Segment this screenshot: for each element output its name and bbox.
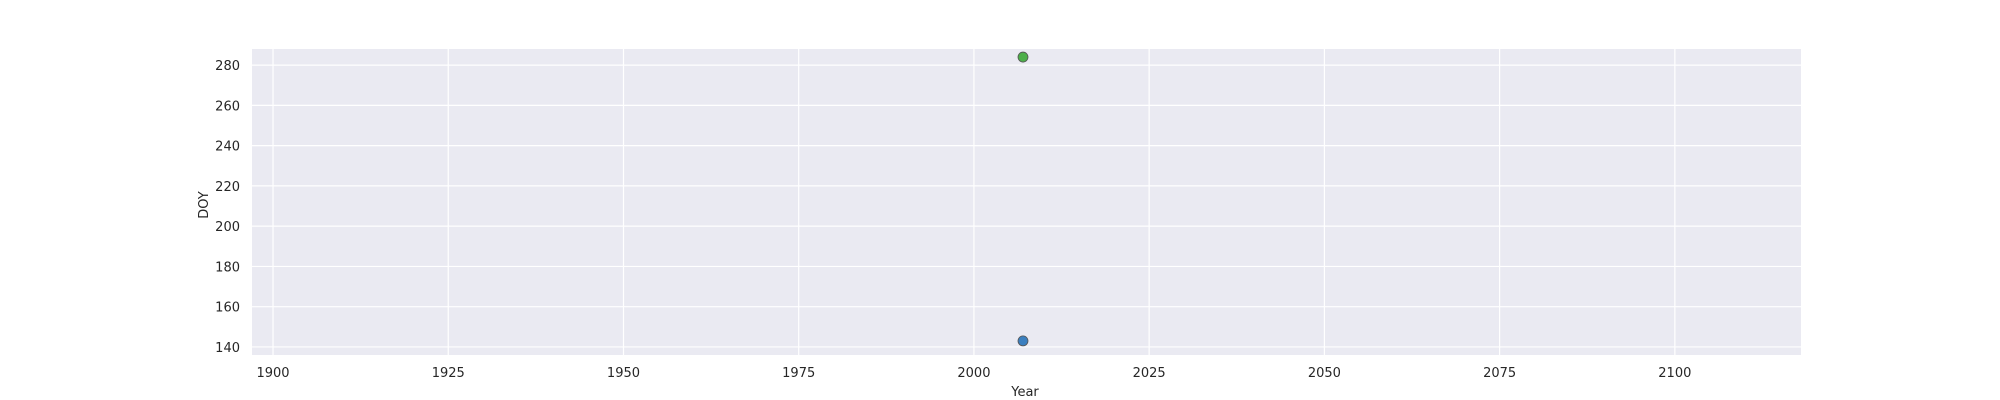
y-tick-label-7: 280 — [215, 59, 240, 74]
y-tick-label-0: 140 — [215, 341, 240, 356]
y-tick-labels: 140 160 180 200 220 240 260 280 — [215, 59, 240, 356]
y-axis-label: DOY — [197, 191, 212, 219]
x-tick-label-2: 1950 — [607, 366, 640, 381]
data-point-0-0 — [1017, 335, 1029, 347]
x-tick-label-5: 2025 — [1133, 366, 1166, 381]
plot-area — [252, 49, 1801, 355]
y-tick-label-5: 240 — [215, 140, 240, 155]
y-tick-label-3: 200 — [215, 220, 240, 235]
grid-lines — [252, 49, 1801, 355]
data-point-1-0 — [1017, 51, 1029, 63]
x-tick-label-8: 2100 — [1658, 366, 1691, 381]
y-tick-label-1: 160 — [215, 301, 240, 316]
x-tick-label-7: 2075 — [1483, 366, 1516, 381]
x-tick-label-0: 1900 — [256, 366, 289, 381]
x-tick-label-1: 1925 — [432, 366, 465, 381]
x-tick-label-4: 2000 — [957, 366, 990, 381]
x-axis-label: Year — [1010, 385, 1039, 400]
x-tick-label-3: 1975 — [782, 366, 815, 381]
data-points — [1017, 51, 1029, 347]
x-tick-label-6: 2050 — [1308, 366, 1341, 381]
x-tick-labels: 1900 1925 1950 1975 2000 2025 2050 2075 2100 — [256, 366, 1691, 381]
y-tick-label-2: 180 — [215, 260, 240, 275]
y-tick-label-6: 260 — [215, 99, 240, 114]
y-tick-label-4: 220 — [215, 180, 240, 195]
